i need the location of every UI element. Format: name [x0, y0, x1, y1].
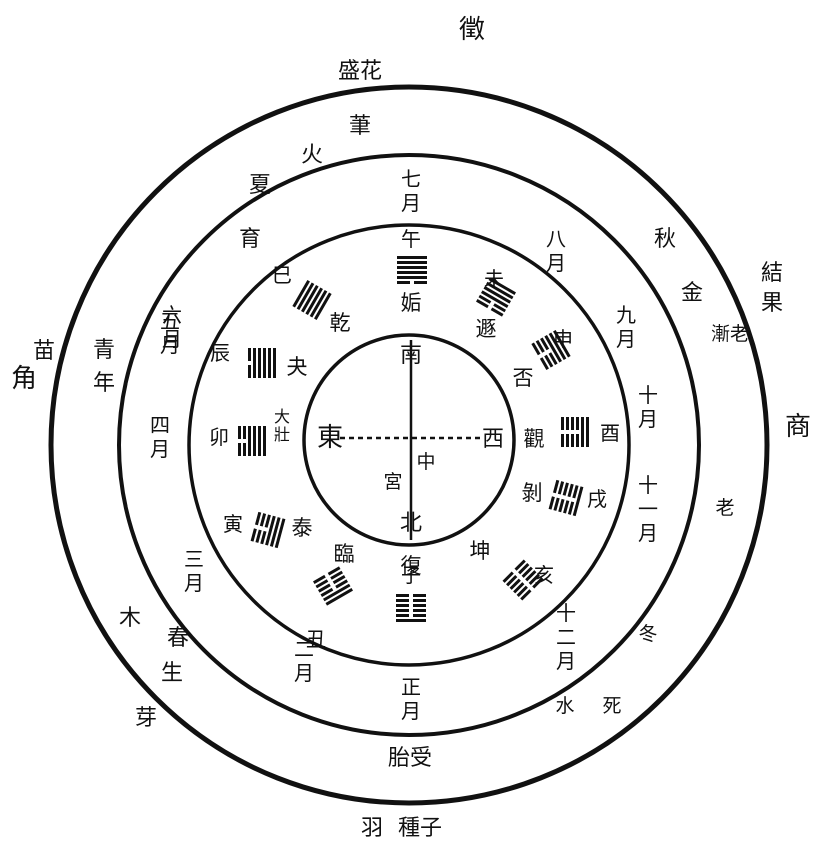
bo-hexagram-lines — [548, 479, 584, 517]
hexagram-6-label: 復 — [401, 554, 422, 578]
palace-label: 宮 — [383, 471, 402, 493]
guan-hexagram-lines — [561, 417, 589, 447]
gou-hexagram-lines — [397, 256, 427, 284]
branch-9-label: 卯 — [209, 425, 229, 449]
hexagram-3-label: 觀 — [524, 427, 545, 451]
growth-label: 茟 — [349, 114, 371, 139]
month-6-label: 六月 — [162, 303, 182, 351]
water-label: 水 — [555, 695, 574, 717]
note-shang-label: 商 — [785, 412, 811, 442]
hexagram-11-label: 乾 — [330, 311, 351, 335]
month-9-label: 九月 — [616, 303, 636, 351]
conception-label: 胎受 — [388, 746, 432, 771]
branch-5-label: 亥 — [534, 563, 554, 587]
fire-label: 火 — [301, 143, 323, 168]
hexagram-line-marks — [238, 256, 589, 622]
lin-hexagram-lines — [313, 566, 353, 606]
old-label: 老 — [715, 497, 734, 519]
west-label: 西 — [482, 427, 504, 452]
branch-8-label: 寅 — [223, 512, 243, 536]
month-7-label: 七月 — [401, 167, 421, 215]
hexagram-7-label: 臨 — [334, 542, 355, 566]
kun-hexagram-lines — [502, 559, 544, 601]
metal-label: 金 — [681, 281, 703, 306]
east-label: 東 — [317, 423, 343, 453]
branch-11-label: 巳 — [272, 263, 292, 287]
hexagram-4-label: 剝 — [522, 481, 543, 505]
note-jue-label: 角 — [11, 364, 37, 394]
guai-hexagram-lines — [248, 348, 276, 378]
hexagram-8-label: 泰 — [292, 516, 313, 540]
branch-4-label: 戌 — [587, 487, 607, 511]
hexagram-9-label: 大壯 — [274, 407, 290, 444]
south-label: 南 — [400, 343, 422, 368]
inner-circle — [302, 333, 516, 547]
pi-hexagram-lines — [531, 330, 571, 370]
center-label: 中 — [416, 451, 435, 473]
month-11-label: 十一月 — [638, 473, 658, 545]
hexagram-10-label: 夬 — [287, 355, 308, 379]
seedling-label: 苗 — [33, 339, 55, 364]
bearing-label: 結 — [761, 261, 783, 286]
wood-label: 木 — [119, 606, 141, 631]
month-4-label: 四月 — [150, 413, 170, 461]
outer-ring — [48, 84, 770, 806]
month-1-label: 正月 — [401, 675, 421, 723]
branch-0-label: 午 — [401, 227, 421, 251]
qian-hexagram-lines — [292, 280, 332, 320]
gradually-old-label: 漸老 — [711, 323, 749, 345]
tai-hexagram-lines — [250, 511, 286, 549]
month-5-label: 五月 — [160, 309, 180, 357]
fruit-label: 果 — [761, 291, 783, 316]
seed-label: 種子 — [398, 816, 442, 841]
death-label: 死 — [602, 695, 621, 717]
branch-7-label: 丑 — [306, 627, 326, 651]
third-ring — [187, 223, 631, 667]
flourishing-flower-label: 盛花 — [338, 59, 382, 84]
month-8-label: 八月 — [546, 227, 566, 275]
nurture-label: 育 — [239, 227, 261, 252]
winter-label: 冬 — [638, 623, 657, 645]
bud-label: 芽 — [135, 706, 157, 731]
summer-label: 夏 — [249, 173, 271, 198]
second-ring — [117, 153, 701, 737]
branch-1-label: 未 — [484, 267, 504, 291]
spring-label: 春 — [167, 626, 189, 651]
north-label: 北 — [400, 511, 422, 536]
month-10-label: 十月 — [638, 383, 658, 431]
branch-2-label: 申 — [553, 327, 573, 351]
branch-6-label: 子 — [401, 563, 421, 587]
fu-hexagram-lines — [396, 594, 426, 622]
note-yu-label: 羽 — [361, 816, 383, 841]
autumn-label: 秋 — [654, 227, 676, 252]
youth-label-a: 青 — [93, 338, 115, 363]
hexagram-1-label: 遯 — [476, 317, 497, 341]
hexagram-5-label: 坤 — [470, 539, 491, 563]
youth-label-b: 年 — [93, 371, 115, 396]
branch-10-label: 辰 — [210, 341, 230, 365]
dazhuang-hexagram-lines — [238, 426, 266, 456]
note-zhi-label: 徵 — [459, 15, 485, 45]
branch-3-label: 酉 — [600, 421, 620, 445]
month-3-label: 三月 — [184, 547, 204, 595]
sprout-label: 生 — [161, 661, 183, 686]
hexagram-0-label: 姤 — [401, 291, 422, 315]
dun-hexagram-lines — [476, 277, 516, 317]
month-12-label: 十二月 — [556, 601, 576, 673]
hexagram-2-label: 否 — [513, 366, 534, 390]
month-2-label: 二月 — [294, 637, 314, 685]
